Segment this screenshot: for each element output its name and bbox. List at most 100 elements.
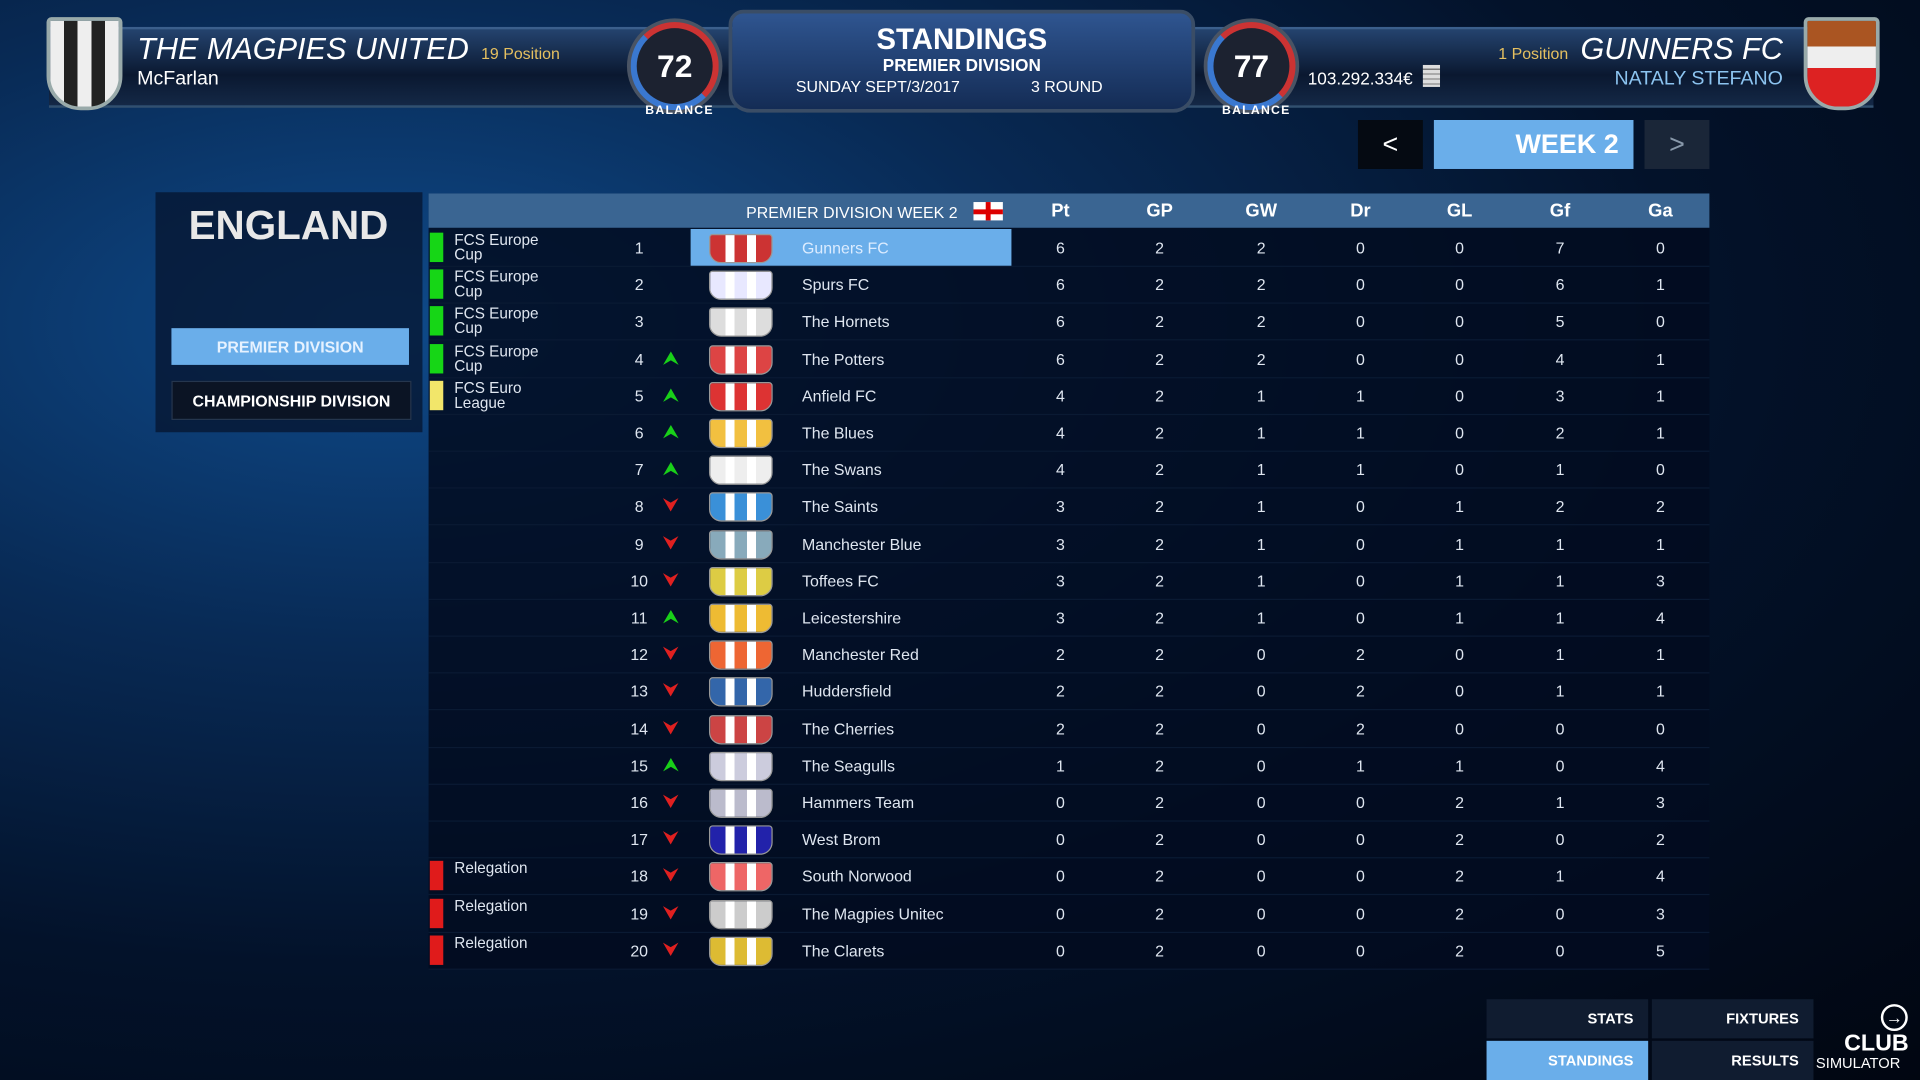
team-name[interactable]: The Blues [802,423,874,443]
table-row[interactable]: 15 ⮝ The Seagulls 1 2 0 1 1 0 4 [428,747,1710,785]
standings-button[interactable]: STANDINGS [1486,1040,1649,1080]
stat-pt: 3 [1055,608,1065,627]
trend-up-icon: ⮝ [663,606,679,626]
team-name[interactable]: Spurs FC [802,275,870,295]
table-row[interactable]: 10 ⮟ Toffees FC 3 2 1 0 1 1 3 [428,562,1710,600]
team-name[interactable]: The Swans [802,460,882,480]
column-header-dr[interactable]: Dr [1350,200,1371,222]
table-row[interactable]: 13 ⮟ Huddersfield 2 2 0 2 0 1 1 [428,673,1710,711]
trend-down-icon: ⮟ [663,643,679,663]
away-team-name: GUNNERS FC [1580,31,1783,67]
column-header-gl[interactable]: GL [1446,200,1473,222]
stat-gf: 2 [1555,497,1565,516]
team-name[interactable]: The Clarets [802,941,885,960]
stat-gf: 0 [1555,756,1565,775]
stat-ga: 2 [1655,830,1665,849]
table-row[interactable]: FCS Europe Cup 1 Gunners FC 6 2 2 0 0 7 0 [428,228,1710,267]
stat-pt: 4 [1055,460,1065,480]
stat-gw: 2 [1256,312,1266,332]
team-name[interactable]: The Saints [802,497,879,516]
stat-dr: 2 [1355,719,1365,738]
team-name[interactable]: The Seagulls [802,756,895,775]
team-name[interactable]: The Potters [802,349,885,369]
team-name[interactable]: The Magpies Unitec [802,904,944,923]
table-row[interactable]: 7 ⮝ The Swans 4 2 1 1 0 1 0 [428,451,1710,489]
table-row[interactable]: 8 ⮟ The Saints 3 2 1 0 1 2 2 [428,488,1710,526]
fixtures-button[interactable]: FIXTURES [1651,999,1814,1039]
championship-division-button[interactable]: CHAMPIONSHIP DIVISION [171,380,412,421]
country-title: ENGLAND [188,202,389,248]
stat-pt: 6 [1055,349,1065,369]
stat-gf: 1 [1555,534,1565,553]
team-name[interactable]: Anfield FC [802,386,877,406]
stat-gl: 1 [1455,497,1465,516]
zone-indicator [429,935,444,965]
exit-arrow-icon[interactable]: → [1880,1004,1908,1032]
zone-label: FCS Europe Cup [454,231,539,264]
stat-ga: 4 [1655,867,1665,886]
trend-down-icon: ⮟ [663,569,679,589]
team-name[interactable]: South Norwood [802,867,912,886]
table-row[interactable]: 9 ⮟ Manchester Blue 3 2 1 0 1 1 1 [428,525,1710,563]
stat-gf: 1 [1555,608,1565,627]
team-name[interactable]: Manchester Red [802,645,919,664]
team-name[interactable]: Leicestershire [802,608,902,627]
team-name[interactable]: The Cherries [802,719,895,738]
position: 4 [634,349,644,369]
table-row[interactable]: Relegation 20 ⮟ The Clarets 0 2 0 0 2 0 5 [428,932,1710,970]
table-row[interactable]: 6 ⮝ The Blues 4 2 1 1 0 2 1 [428,414,1710,452]
stat-gf: 1 [1555,682,1565,701]
team-name[interactable]: Toffees FC [802,571,879,590]
table-row[interactable]: 14 ⮟ The Cherries 2 2 0 2 0 0 0 [428,710,1710,748]
column-header-gw[interactable]: GW [1245,200,1278,222]
table-row[interactable]: FCS Europe Cup 4 ⮝ The Potters 6 2 2 0 0 4 1 [428,340,1710,378]
table-row[interactable]: Relegation 19 ⮟ The Magpies Unitec 0 2 0 0 2 0 3 [428,895,1710,933]
table-row[interactable]: 16 ⮟ Hammers Team 0 2 0 0 2 1 3 [428,784,1710,822]
away-rating: 77 [1233,47,1270,84]
results-button[interactable]: RESULTS [1651,1040,1814,1080]
next-week-button[interactable]: > [1644,120,1710,169]
stat-dr: 0 [1355,275,1365,295]
stat-gl: 0 [1455,386,1465,406]
stat-gw: 2 [1256,238,1266,258]
stat-gp: 2 [1155,941,1165,960]
team-name[interactable]: Manchester Blue [802,534,922,553]
prev-week-button[interactable]: < [1357,120,1423,169]
team-crest [708,307,773,338]
stat-gl: 0 [1455,460,1465,480]
team-name[interactable]: The Hornets [802,312,890,332]
stat-gw: 1 [1256,571,1266,590]
stat-pt: 0 [1055,904,1065,923]
premier-division-button[interactable]: PREMIER DIVISION [171,328,409,365]
table-row[interactable]: FCS Europe Cup 3 The Hornets 6 2 2 0 0 5 0 [428,303,1710,341]
table-row[interactable]: 11 ⮝ Leicestershire 3 2 1 0 1 1 4 [428,599,1710,637]
team-crest [708,825,773,855]
team-name[interactable]: Hammers Team [802,793,915,812]
stat-ga: 0 [1655,238,1665,258]
team-crest [708,566,773,597]
stat-gl: 0 [1455,645,1465,664]
stat-gp: 2 [1155,460,1165,480]
stat-pt: 4 [1055,423,1065,443]
table-row[interactable]: 12 ⮟ Manchester Red 2 2 0 2 0 1 1 [428,636,1710,674]
stat-gp: 2 [1155,904,1165,923]
column-header-ga[interactable]: Ga [1648,200,1673,222]
table-row[interactable]: FCS Euro League 5 ⮝ Anfield FC 4 2 1 1 0 3 1 [428,377,1710,415]
column-header-gp[interactable]: GP [1146,200,1173,222]
stat-pt: 3 [1055,571,1065,590]
team-name[interactable]: Huddersfield [802,682,892,701]
stat-gp: 2 [1155,238,1165,258]
table-row[interactable]: Relegation 18 ⮟ South Norwood 0 2 0 0 2 1 4 [428,858,1710,896]
stat-ga: 3 [1655,571,1665,590]
zone-indicator [429,861,444,891]
stat-gp: 2 [1155,497,1165,516]
trend-up-icon: ⮝ [663,421,679,441]
logo-simulator: SIMULATOR [1815,1054,1901,1072]
team-name[interactable]: West Brom [802,830,881,849]
team-name[interactable]: Gunners FC [802,238,889,258]
table-row[interactable]: 17 ⮟ West Brom 0 2 0 0 2 0 2 [428,821,1710,859]
column-header-pt[interactable]: Pt [1051,200,1070,222]
column-header-gf[interactable]: Gf [1549,200,1571,222]
stats-button[interactable]: STATS [1486,999,1649,1039]
table-row[interactable]: FCS Europe Cup 2 Spurs FC 6 2 2 0 0 6 1 [428,266,1710,304]
